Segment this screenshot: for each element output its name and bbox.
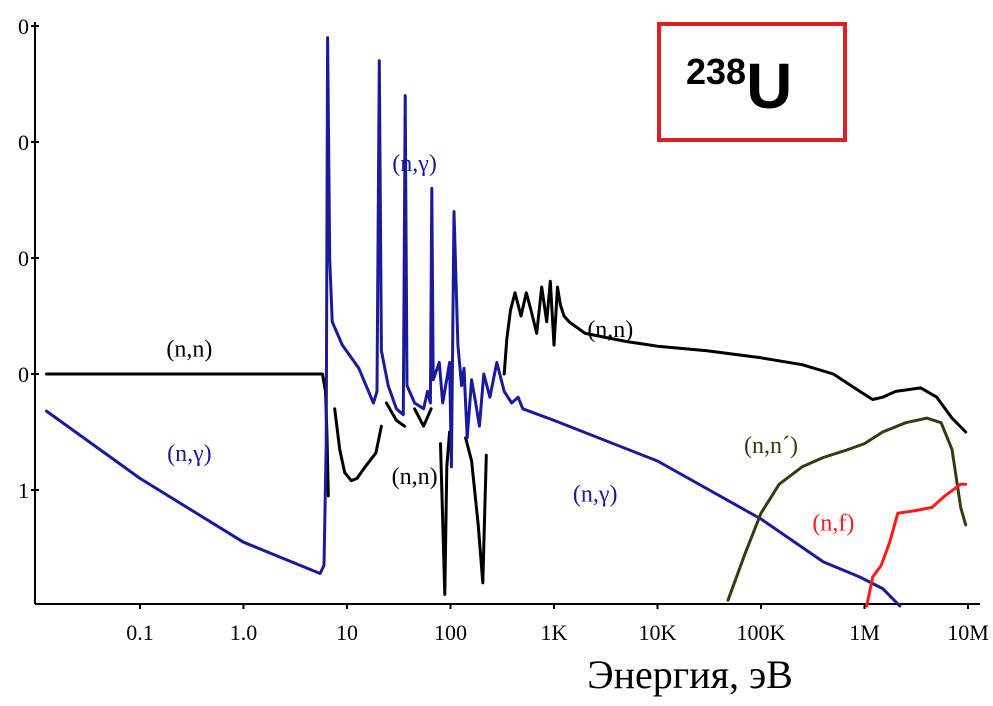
x-tick-label: 100: [434, 620, 467, 645]
isotope-mass-number: 238: [686, 51, 746, 92]
series-line-nn: [502, 279, 968, 434]
series-label-ngamma: (n,γ): [167, 441, 212, 467]
y-tick-label: 0: [18, 130, 29, 155]
x-tick-label: 0.1: [126, 620, 154, 645]
series-line-nn: [464, 436, 488, 585]
x-tick-label: 1.0: [230, 620, 258, 645]
y-ticks: 0 0 0 0 1: [18, 14, 39, 503]
isotope-label: 238U: [686, 50, 792, 122]
series-line-nn: [384, 401, 407, 428]
isotope-frame: [657, 22, 847, 142]
series-line-ngamma: [45, 36, 902, 608]
series-label-nn: (n,n): [587, 317, 633, 343]
series-label-ngamma: (n,γ): [392, 151, 437, 177]
y-tick-label: 1: [18, 478, 29, 503]
y-tick-label: 0: [18, 246, 29, 271]
x-tick-label: 1K: [541, 620, 568, 645]
series-label-ngamma: (n,γ): [573, 482, 618, 508]
x-tick-label: 10M: [947, 620, 989, 645]
isotope-symbol: U: [746, 50, 792, 122]
series-label-nn: (n,n): [166, 337, 212, 363]
series-label-nfission: (n,f): [812, 511, 854, 537]
x-tick-label: 1M: [849, 620, 880, 645]
series-line-nn: [45, 372, 330, 498]
x-tick-label: 10: [336, 620, 358, 645]
series-lines: [45, 36, 968, 608]
series-line-nn: [413, 407, 433, 428]
isotope-box: 238U: [657, 22, 847, 142]
series-label-ninelastic: (n,n´): [744, 433, 798, 459]
series-line-nfission: [865, 482, 968, 608]
x-axis-label: Энергия, эВ: [587, 652, 793, 697]
x-tick-label: 10K: [639, 620, 677, 645]
series-line-ninelastic: [726, 416, 968, 602]
x-tick-label: 100K: [737, 620, 786, 645]
y-tick-label: 0: [18, 362, 29, 387]
series-line-nn: [439, 430, 452, 596]
series-label-nn: (n,n): [392, 464, 438, 490]
series-labels: (n,n) (n,n) (n,n) (n,γ) (n,γ) (n,γ) (n,n´) (n,f…: [166, 151, 854, 537]
series-line-nn: [333, 407, 383, 483]
x-ticks: 0.1 1.0 10 100 1K 10K 100K 1M 10M: [126, 604, 989, 645]
y-tick-label: 0: [18, 14, 29, 39]
